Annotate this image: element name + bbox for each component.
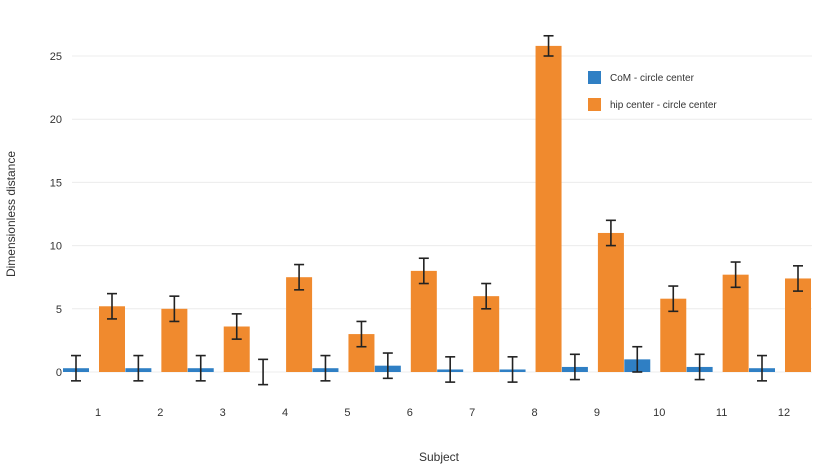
hip-bar — [597, 232, 624, 372]
legend-label: hip center - circle center — [610, 100, 717, 111]
legend: CoM - circle center hip center - circle c… — [588, 71, 717, 111]
x-tick-label: 1 — [95, 407, 101, 419]
bars — [63, 45, 811, 372]
error-bar — [730, 261, 741, 289]
y-axis-label: Dimensionless distance — [4, 151, 18, 277]
y-tick-label: 5 — [56, 304, 62, 316]
y-axis-ticks: 0 5 10 15 20 25 — [50, 51, 62, 379]
hip-bar — [410, 270, 437, 372]
error-bar — [356, 320, 367, 348]
error-bar — [543, 34, 554, 57]
x-tick-label: 11 — [716, 407, 727, 419]
error-bar — [757, 354, 767, 382]
y-tick-label: 25 — [50, 51, 62, 63]
error-bar — [107, 292, 117, 320]
legend-label: CoM - circle center — [610, 73, 695, 84]
x-tick-label: 5 — [344, 407, 350, 419]
hip-bar — [785, 278, 811, 372]
error-bar — [481, 282, 492, 310]
error-bar — [418, 257, 429, 285]
x-axis-label: Subject — [419, 450, 460, 464]
x-tick-label: 8 — [531, 407, 537, 419]
error-bar — [569, 353, 580, 381]
y-tick-label: 10 — [50, 241, 62, 253]
x-tick-label: 7 — [469, 407, 475, 419]
error-bar — [793, 265, 803, 292]
error-bar — [294, 263, 305, 291]
y-tick-label: 15 — [50, 177, 62, 189]
error-bar — [605, 219, 616, 247]
error-bar — [445, 356, 456, 383]
error-bar — [258, 358, 269, 386]
error-bar — [507, 356, 518, 383]
error-bars — [71, 34, 803, 386]
x-tick-label: 9 — [594, 407, 600, 419]
x-tick-label: 12 — [778, 407, 790, 419]
error-bar — [632, 345, 643, 373]
y-tick-label: 20 — [50, 114, 62, 126]
error-bar — [320, 354, 331, 382]
x-tick-label: 2 — [157, 407, 163, 419]
error-bar — [694, 353, 705, 381]
x-tick-label: 10 — [653, 407, 665, 419]
y-tick-label: 0 — [56, 367, 62, 379]
error-bar — [668, 285, 679, 313]
x-tick-label: 6 — [407, 407, 413, 419]
hip-bar — [286, 277, 313, 372]
x-tick-label: 3 — [220, 407, 226, 419]
x-tick-label: 4 — [282, 407, 288, 419]
hip-bar — [722, 274, 749, 372]
x-axis-ticks: 1 2 3 4 5 6 7 8 9 10 11 12 — [95, 407, 790, 419]
error-bar — [231, 313, 242, 340]
hip-bar — [535, 45, 562, 372]
error-bar — [169, 295, 180, 323]
legend-swatch — [588, 71, 601, 84]
error-bar — [71, 354, 81, 382]
error-bar — [133, 354, 144, 382]
error-bar — [195, 354, 206, 382]
error-bar — [382, 352, 393, 380]
legend-swatch — [588, 98, 601, 111]
